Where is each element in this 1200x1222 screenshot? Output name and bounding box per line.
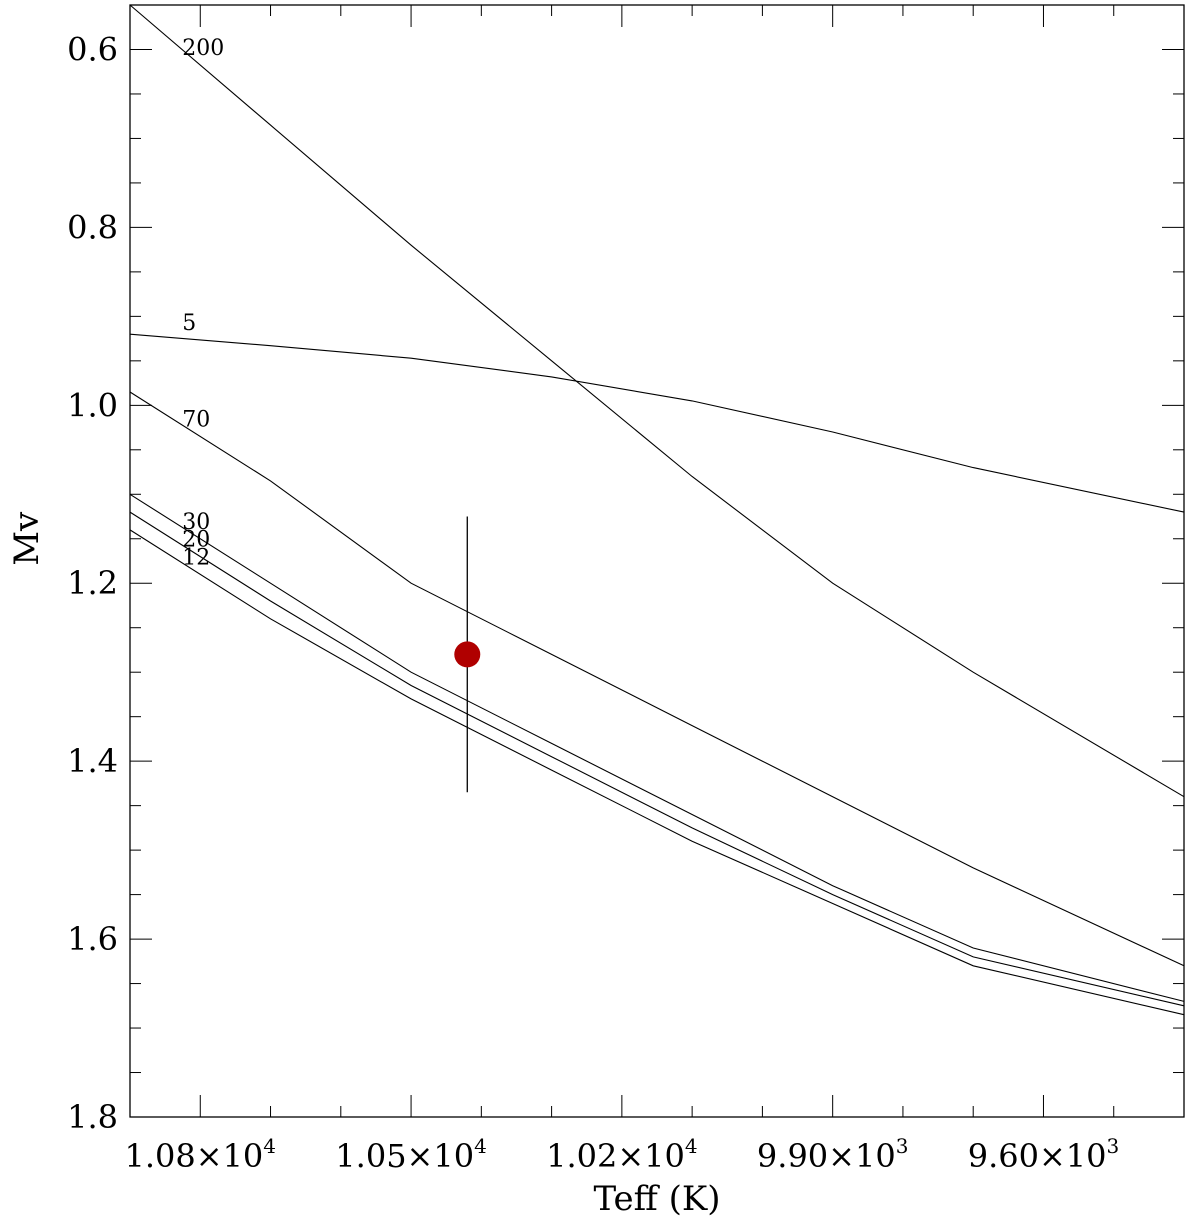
curve-70 [129, 391, 1185, 967]
y-tick-label: 1.2 [67, 564, 118, 602]
plot-frame [129, 4, 1185, 1118]
curve-label-20: 20 [182, 528, 210, 553]
y-tick-label: 0.8 [67, 208, 118, 246]
y-tick-label: 1.6 [67, 920, 118, 958]
x-tick-label: 1.05×104 [335, 1134, 487, 1175]
x-tick-label: 9.90×103 [757, 1134, 909, 1175]
x-tick-label: 1.08×104 [125, 1134, 277, 1175]
curve-label-5: 5 [182, 311, 196, 336]
curve-5 [129, 333, 1185, 513]
y-axis-title: Mv [7, 511, 47, 566]
curve-label-30: 30 [182, 510, 210, 535]
y-tick-label: 1.4 [67, 742, 118, 780]
data-point-layer [454, 516, 481, 793]
tick-labels: 0.6 0.8 1.0 1.2 1.4 1.6 1.81.08×104 1.05×104 1.0… [67, 30, 1119, 1175]
curve-label-12: 12 [182, 545, 210, 570]
curve-200 [129, 4, 1185, 798]
curve-label-200: 200 [182, 36, 224, 61]
y-tick-label: 1.0 [67, 386, 118, 424]
y-tick-label: 1.8 [67, 1098, 118, 1136]
curves [129, 4, 1185, 1016]
curve-12 [129, 529, 1185, 1016]
curve-20 [129, 511, 1185, 1007]
y-tick-label: 0.6 [67, 30, 118, 68]
curve-label-70: 70 [182, 407, 210, 432]
x-tick-label: 1.02×104 [546, 1134, 698, 1175]
axis-ticks [129, 4, 1185, 1118]
x-tick-label: 9.60×103 [968, 1134, 1120, 1175]
curve-30 [129, 493, 1185, 1002]
data-point [454, 641, 481, 668]
x-axis-title: Teff (K) [593, 1179, 720, 1219]
plot-border [129, 4, 1185, 1118]
